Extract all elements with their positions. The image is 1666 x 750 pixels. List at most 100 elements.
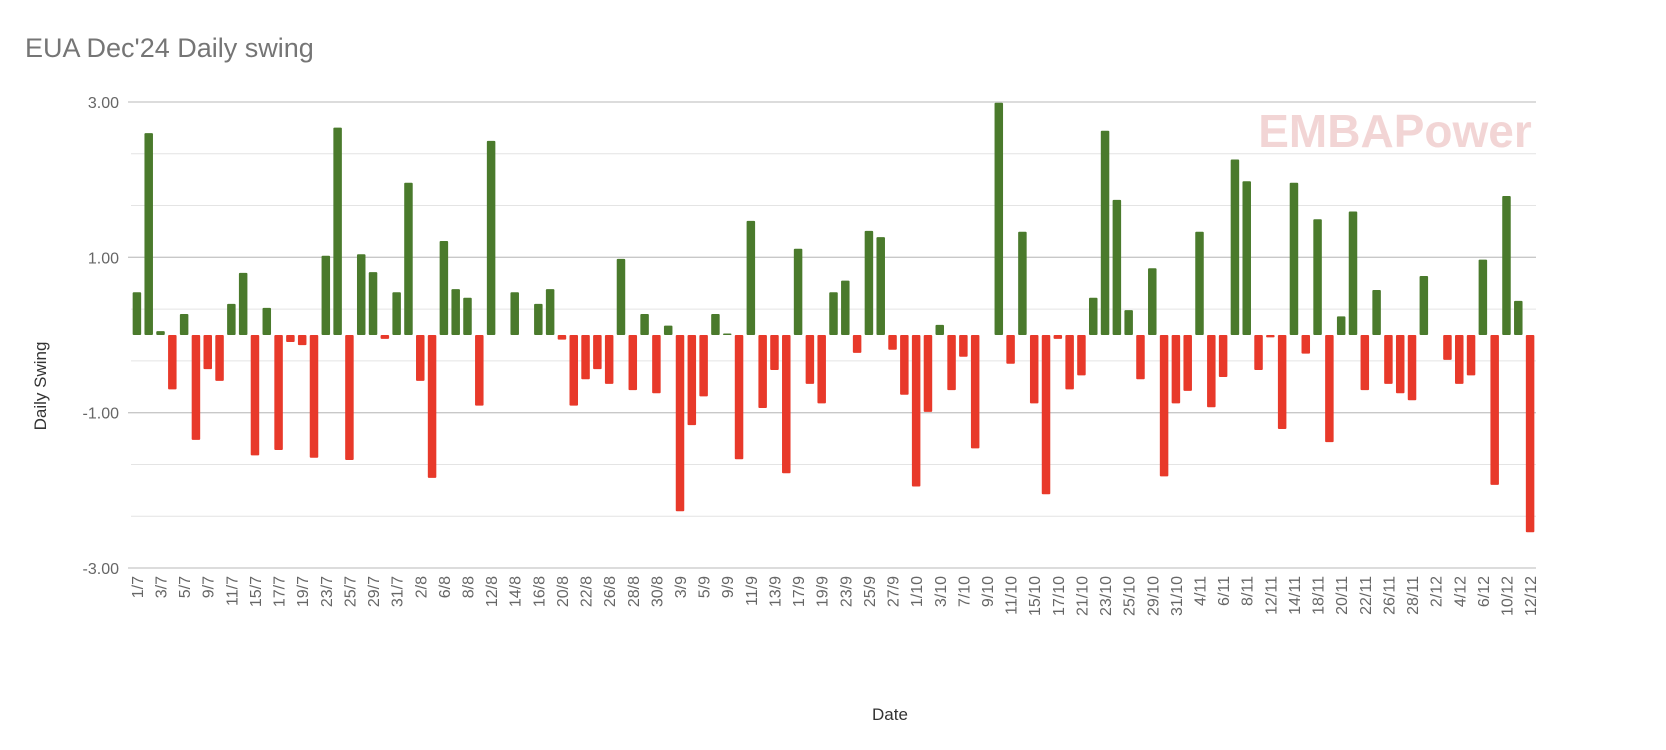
x-tick-label: 16/8	[531, 576, 548, 607]
bar	[1313, 219, 1322, 335]
x-tick-label: 23/9	[838, 576, 855, 607]
watermark: EMBAPower	[1258, 105, 1532, 157]
bar	[1336, 316, 1346, 335]
x-tick-label: 29/7	[366, 576, 383, 607]
x-tick-label: 2/8	[413, 576, 430, 598]
bar	[699, 335, 708, 397]
bar	[1277, 335, 1287, 429]
x-tick-label: 1/10	[909, 576, 926, 607]
bar	[829, 292, 838, 335]
bar	[770, 335, 779, 370]
bar	[1395, 335, 1405, 394]
bar	[911, 335, 921, 487]
x-tick-label: 25/10	[1122, 576, 1139, 616]
x-tick-label: 8/11	[1240, 576, 1257, 606]
bar	[486, 140, 496, 335]
bar	[392, 292, 401, 335]
bar	[628, 335, 638, 391]
bar	[250, 335, 260, 456]
x-tick-label: 17/7	[272, 576, 289, 607]
bar	[805, 335, 815, 384]
x-tick-label: 18/11	[1311, 576, 1328, 615]
bar	[215, 335, 224, 381]
x-tick-label: 11/9	[744, 576, 761, 606]
bar	[687, 335, 697, 426]
bar	[380, 335, 390, 339]
bar	[1372, 289, 1381, 335]
bar	[427, 335, 437, 478]
bar	[1443, 335, 1452, 360]
bar	[1207, 335, 1216, 408]
x-tick-label: 19/9	[815, 576, 832, 607]
bar	[746, 220, 756, 335]
x-tick-label: 26/11	[1381, 576, 1398, 615]
bar	[333, 127, 342, 335]
bar	[1088, 297, 1098, 335]
bar	[1254, 335, 1263, 370]
bar	[191, 335, 201, 440]
x-tick-label: 9/9	[720, 576, 737, 598]
bar	[510, 292, 519, 335]
bar	[1242, 181, 1251, 335]
bar	[900, 335, 909, 395]
x-tick-label: 22/8	[579, 576, 596, 607]
bar	[970, 335, 980, 449]
bar	[793, 248, 803, 335]
bar	[923, 335, 933, 412]
x-tick-label: 28/11	[1405, 576, 1422, 615]
bar	[1100, 130, 1110, 335]
bar	[604, 335, 614, 384]
bar	[1348, 211, 1358, 335]
bar	[782, 335, 791, 474]
bar	[1455, 335, 1464, 384]
bar	[274, 335, 283, 450]
bar	[1360, 335, 1370, 391]
bar	[168, 335, 177, 390]
x-tick-label: 25/9	[862, 576, 879, 607]
x-tick-label: 9/7	[201, 576, 218, 598]
bar	[1490, 335, 1499, 485]
bar	[534, 303, 543, 335]
bar	[1266, 335, 1275, 338]
bar	[1384, 335, 1393, 384]
x-tick-label: 5/9	[697, 576, 714, 598]
bar	[652, 335, 661, 394]
bar	[1478, 259, 1488, 335]
bar	[439, 241, 449, 335]
bar	[156, 331, 165, 335]
bar	[581, 335, 590, 380]
x-tick-label: 19/7	[295, 576, 312, 607]
x-tick-label: 22/11	[1358, 576, 1375, 615]
bar	[1148, 268, 1157, 335]
bar	[1124, 310, 1133, 335]
bar	[616, 258, 626, 335]
bar	[1419, 275, 1429, 335]
x-tick-label: 9/10	[980, 576, 997, 607]
x-tick-label: 2/12	[1429, 576, 1446, 607]
bar	[994, 102, 1004, 335]
x-tick-label: 13/9	[767, 576, 784, 607]
bar	[959, 335, 968, 357]
bar	[1195, 231, 1204, 335]
x-tick-label: 28/8	[626, 576, 643, 607]
bar	[132, 292, 142, 335]
bar	[203, 335, 212, 370]
bar	[1325, 335, 1334, 443]
x-tick-label: 26/8	[602, 576, 619, 607]
bar	[947, 335, 956, 391]
x-tick-label: 21/10	[1074, 576, 1091, 616]
bar	[1077, 335, 1086, 376]
bar	[297, 335, 307, 346]
bar	[711, 314, 720, 335]
x-tick-label: 4/12	[1452, 576, 1469, 607]
x-tick-label: 14/8	[508, 576, 525, 607]
x-tick-label: 11/7	[224, 576, 241, 606]
bar	[1183, 335, 1192, 391]
chart-title: EUA Dec'24 Daily swing	[25, 33, 314, 63]
x-tick-label: 1/7	[130, 576, 147, 598]
bar	[1171, 335, 1181, 404]
bar	[475, 335, 484, 406]
bar	[640, 314, 649, 335]
x-tick-label: 6/11	[1216, 576, 1233, 606]
bar	[1301, 335, 1311, 354]
